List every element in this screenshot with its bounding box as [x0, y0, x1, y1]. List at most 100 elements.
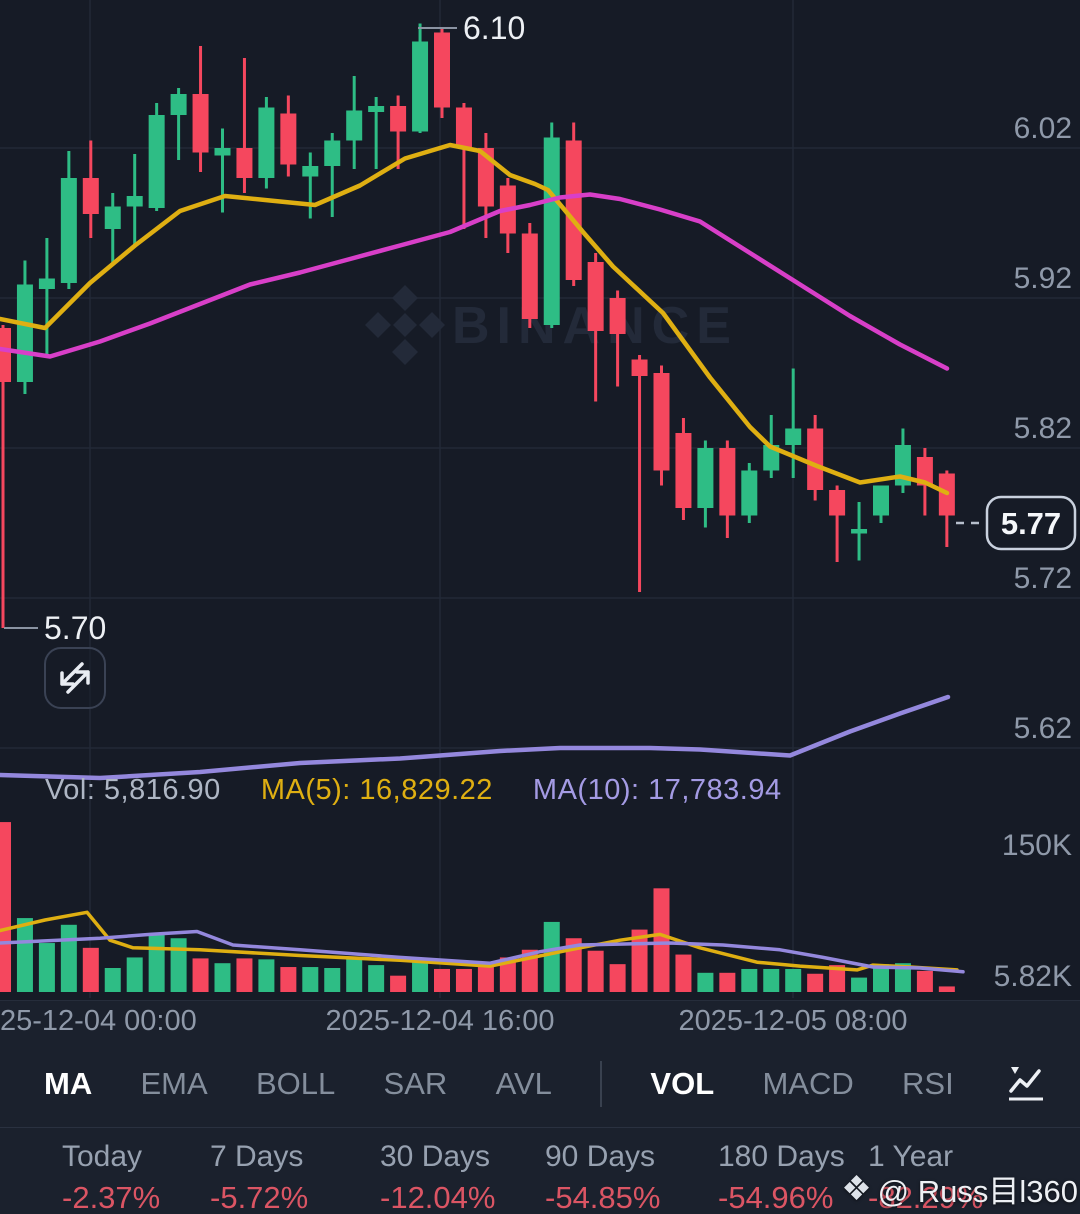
candle-body — [873, 485, 889, 516]
volume-bar — [455, 968, 472, 992]
volume-bar — [653, 888, 670, 992]
performance-stats-bar: Today -2.37% 7 Days -5.72% 30 Days -12.04% 90 … — [0, 1128, 1080, 1214]
stat-label: 90 Days — [545, 1140, 656, 1173]
candle-body — [346, 110, 363, 141]
candle-body — [763, 445, 780, 471]
candle-body — [324, 140, 341, 166]
tabbar-divider — [600, 1061, 603, 1107]
tab-avl[interactable]: AVL — [495, 1066, 552, 1101]
candle-body — [60, 178, 77, 283]
volume-legend: Vol: 5,816.90 MA(5): 16,829.22 MA(10): 1… — [45, 774, 782, 807]
chart-type-icon[interactable] — [1002, 1060, 1050, 1108]
tab-ma[interactable]: MA — [44, 1066, 93, 1101]
volume-value: Vol: 5,816.90 — [45, 774, 221, 806]
candle-body — [565, 140, 582, 280]
tab-sar[interactable]: SAR — [383, 1066, 448, 1101]
candle-body — [741, 470, 758, 516]
volume-bar — [60, 924, 77, 992]
candle-body — [126, 196, 143, 207]
stat-label: 1 Year — [868, 1140, 954, 1173]
volume-bar — [785, 968, 802, 992]
credit-text: @ Russ目l360 — [877, 1174, 1078, 1209]
candle-body — [719, 448, 736, 516]
candle-body — [697, 448, 714, 508]
price-ma-slow-line — [0, 694, 951, 781]
price-axis-label: 5.82 — [1014, 412, 1072, 445]
stat-value: -82.29% — [868, 1180, 984, 1214]
candle-body — [807, 428, 824, 490]
expand-icon[interactable] — [44, 647, 106, 709]
stat-label: 30 Days — [380, 1140, 491, 1173]
tab-rsi[interactable]: RSI — [902, 1066, 954, 1101]
volume-ma5-line — [0, 910, 959, 972]
tab-vol[interactable]: VOL — [650, 1066, 715, 1101]
stat-30-days: 30 Days -12.04% — [380, 1140, 495, 1214]
indicator-tabbar: MA EMA BOLL SAR AVL VOL MACD RSI — [0, 1041, 1080, 1128]
volume-axis-label: 150K — [1002, 829, 1072, 862]
candle-body — [785, 428, 802, 445]
volume-ma10-value: MA(10): 17,783.94 — [532, 774, 782, 806]
stat-label: Today — [62, 1140, 143, 1173]
volume-bar — [851, 977, 868, 992]
volume-bar — [894, 963, 911, 992]
current-price-label: 5.77 — [1001, 506, 1061, 541]
candle-body — [587, 262, 604, 331]
volume-bar — [82, 947, 99, 992]
binance-logo-icon: ❖ — [841, 1169, 872, 1208]
volume-axis-label: 5.82K — [994, 960, 1072, 993]
candle-body — [104, 206, 121, 229]
candle-body — [302, 166, 319, 177]
price-axis-label: 6.02 — [1014, 112, 1072, 145]
volume-bar — [807, 973, 824, 992]
volume-bar — [390, 975, 407, 992]
volume-ma10-line — [0, 929, 965, 974]
candle-body — [543, 137, 560, 325]
volume-bar — [741, 968, 758, 992]
candle-body — [916, 457, 933, 486]
tab-ema[interactable]: EMA — [140, 1066, 208, 1101]
candle-body — [609, 298, 626, 334]
volume-bar — [214, 963, 231, 992]
candle-body — [851, 529, 868, 534]
candlestick-chart[interactable]: BINANCE6.105.705.776.025.925.825.725.621… — [0, 0, 1080, 1000]
price-ma-mid-line — [0, 192, 950, 371]
volume-bar — [324, 968, 341, 992]
candle-body — [38, 278, 55, 289]
candle-body — [16, 284, 33, 382]
volume-bar — [916, 970, 933, 992]
volume-bar — [346, 959, 363, 992]
price-ma-fast-line — [0, 142, 950, 496]
volume-bar — [16, 918, 33, 992]
price-axis-label: 5.62 — [1014, 712, 1072, 745]
candle-body — [214, 148, 231, 156]
candle-body — [521, 233, 538, 319]
volume-bar — [873, 964, 889, 992]
stat-today: Today -2.37% — [62, 1140, 160, 1214]
price-axis-label: 5.72 — [1014, 562, 1072, 595]
expand-chart-button[interactable] — [44, 647, 106, 709]
stat-value: -54.96% — [718, 1180, 834, 1214]
candle-body — [258, 107, 275, 178]
volume-bar — [170, 938, 187, 992]
tab-boll[interactable]: BOLL — [255, 1066, 336, 1101]
volume-bar — [0, 822, 11, 992]
volume-bar — [609, 964, 626, 992]
stat-7-days: 7 Days -5.72% — [210, 1140, 308, 1214]
expand-arrows-icon — [60, 662, 90, 694]
volume-ma5-value: MA(5): 16,829.22 — [260, 774, 493, 806]
volume-bar — [938, 986, 955, 992]
time-axis-label: 2025-12-04 16:00 — [325, 1005, 555, 1037]
time-axis-label: 25-12-04 00:00 — [0, 1005, 197, 1037]
candle-body — [192, 94, 209, 153]
volume-bar — [477, 967, 494, 992]
stat-value: -2.37% — [62, 1180, 161, 1214]
volume-bar — [763, 968, 780, 992]
tab-macd[interactable]: MACD — [762, 1066, 854, 1101]
volume-bar — [565, 938, 582, 992]
volume-bar — [829, 965, 846, 992]
volume-bar — [104, 968, 121, 992]
volume-bar — [302, 967, 319, 992]
volume-bar — [543, 921, 560, 992]
stat-value: -5.72% — [210, 1180, 309, 1214]
